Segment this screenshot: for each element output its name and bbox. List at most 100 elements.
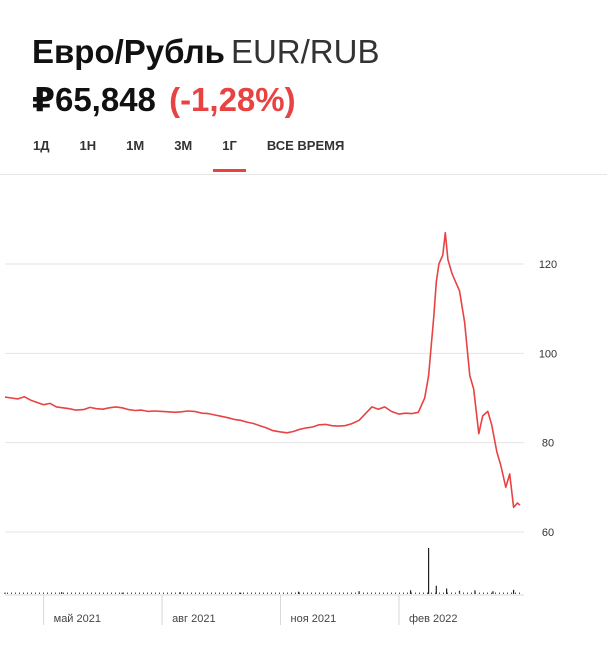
volume-bar [139, 592, 140, 594]
volume-bar [347, 592, 348, 594]
volume-bar [179, 592, 181, 594]
volume-bar [121, 592, 123, 594]
volume-bar [443, 592, 444, 594]
volume-bar [75, 592, 76, 594]
y-tick-label: 60 [542, 527, 554, 539]
tab-3m[interactable]: 3М [174, 138, 193, 153]
volume-bar [379, 592, 380, 594]
x-axis: май 2021 авг 2021 ноя 2021 фев 2022 [5, 594, 524, 625]
volume-bar [431, 592, 432, 594]
volume-bar [411, 592, 412, 594]
volume-bar [175, 592, 176, 594]
volume-bar [207, 592, 208, 594]
tab-1w[interactable]: 1Н [79, 138, 97, 153]
volume-bar [187, 592, 188, 594]
volume-bar [495, 592, 496, 594]
tab-all-time[interactable]: ВСЕ ВРЕМЯ [266, 138, 345, 153]
volume-bar [87, 592, 88, 594]
volume-bar [263, 592, 264, 594]
volume-bar [499, 592, 500, 594]
volume-bar [67, 592, 68, 594]
volume-bar [299, 592, 300, 594]
page-title: Евро/Рубль EUR/RUB [32, 32, 380, 72]
volume-bar [479, 592, 480, 594]
volume-bar [439, 592, 440, 594]
volume-bar [199, 592, 200, 594]
volume-bar [179, 592, 180, 594]
y-tick-label: 100 [539, 348, 557, 360]
volume-bar [375, 592, 376, 594]
volume-bar [474, 590, 476, 594]
volume-bar [511, 592, 512, 594]
volume-bar [39, 592, 40, 594]
volume-bar [191, 592, 192, 594]
volume-bar [487, 592, 488, 594]
volume-bar [275, 592, 276, 594]
volume-bar [339, 592, 340, 594]
volume-bar [247, 592, 248, 594]
volume-bar [446, 588, 448, 594]
volume-bar [492, 591, 494, 594]
volume-bar [27, 592, 28, 594]
volume-bar [512, 589, 515, 594]
volume-bar [151, 592, 152, 594]
x-tick-label: ноя 2021 [291, 613, 337, 625]
tab-1d[interactable]: 1Д [33, 138, 50, 153]
volume-bar [167, 592, 168, 594]
volume-bar [447, 592, 448, 594]
x-tick-label: авг 2021 [172, 613, 216, 625]
tab-1m[interactable]: 1М [126, 138, 145, 153]
volume-bar [47, 592, 48, 594]
volume-bar [35, 592, 36, 594]
volume-bar [31, 592, 32, 594]
volume-bar [211, 592, 212, 594]
volume-bar [203, 592, 204, 594]
current-price: ₽65,848 [32, 81, 156, 118]
period-tabs: 1Д 1Н 1М 3М 1Г ВСЕ ВРЕМЯ [24, 130, 365, 174]
volume-bar [183, 592, 184, 594]
volume-bar [123, 592, 124, 594]
price-change: (-1,28%) [169, 81, 296, 118]
volume-bar [243, 592, 244, 594]
volume-bar [319, 592, 320, 594]
volume-bar [475, 592, 476, 594]
volume-bar [423, 592, 424, 594]
header-divider [0, 174, 607, 175]
volume-bar [427, 548, 430, 594]
volume-bar [287, 592, 288, 594]
volume-bar [455, 592, 456, 594]
volume-bar [491, 592, 492, 594]
volume-bar [415, 592, 416, 594]
volume-bar [239, 592, 240, 594]
volume-bar [107, 592, 108, 594]
volume-bar [19, 592, 20, 594]
volume-bar [99, 592, 100, 594]
volume-bar [171, 592, 172, 594]
instrument-ticker: EUR/RUB [230, 33, 380, 70]
volume-bar [159, 592, 160, 594]
volume-bar [311, 592, 312, 594]
volume-bar [351, 592, 352, 594]
volume-bar [103, 592, 104, 594]
y-axis: 60 80 100 120 [539, 259, 557, 539]
price-line [4, 231, 521, 509]
volume-bar [303, 592, 304, 594]
instrument-name: Евро/Рубль [32, 33, 225, 70]
volume-bar [331, 592, 332, 594]
tab-1y[interactable]: 1Г [213, 130, 246, 172]
volume-bar [409, 590, 412, 594]
volume-bar [395, 592, 396, 594]
volume-bar [143, 592, 144, 594]
volume-bar [61, 592, 63, 594]
volume-bar [251, 592, 252, 594]
volume-bar [435, 592, 436, 594]
volume-bar [279, 592, 280, 594]
volume-bar [55, 592, 56, 594]
volume-bar [515, 592, 516, 594]
volume-bar [507, 592, 508, 594]
volume-bar [391, 592, 392, 594]
volume-bar [399, 592, 400, 594]
x-tick-label: фев 2022 [409, 613, 458, 625]
volume-bar [451, 592, 452, 594]
